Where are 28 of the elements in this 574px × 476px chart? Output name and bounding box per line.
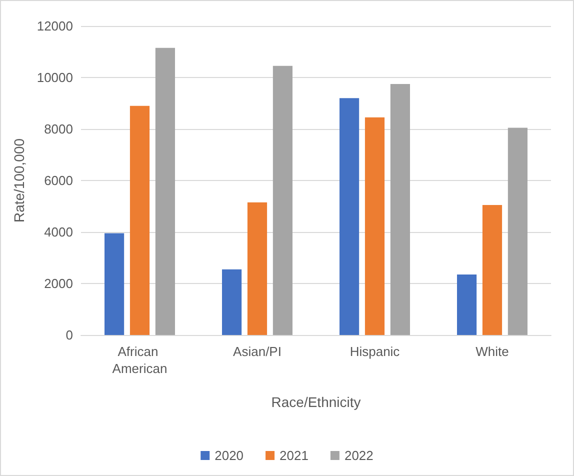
y-axis-title: Rate/100,000 xyxy=(10,138,27,223)
y-tick-label: 2000 xyxy=(44,276,73,291)
y-tick-label: 0 xyxy=(66,328,73,342)
y-tick-label: 6000 xyxy=(44,173,73,188)
y-tick-label: 4000 xyxy=(44,224,73,240)
bar xyxy=(482,204,502,335)
x-axis-title: Race/Ethnicity xyxy=(271,394,361,410)
bar xyxy=(104,233,124,335)
y-tick-label: 12000 xyxy=(36,18,73,34)
legend-label: 2020 xyxy=(214,448,244,463)
x-tick-label: Hispanic xyxy=(350,344,400,359)
legend-label: 2021 xyxy=(280,448,308,463)
bar xyxy=(247,202,268,335)
bar xyxy=(508,128,528,335)
bar xyxy=(340,98,360,335)
bar xyxy=(222,269,242,335)
x-tick-label: African American xyxy=(112,344,168,376)
bar xyxy=(272,66,292,335)
x-tick-label: White xyxy=(476,344,509,359)
bar xyxy=(457,274,477,335)
bar xyxy=(155,48,175,335)
bar xyxy=(390,84,410,335)
y-tick-label: 10000 xyxy=(36,70,73,85)
x-tick-label: Asian/PI xyxy=(233,344,282,359)
legend-label: 2022 xyxy=(344,448,374,463)
bar xyxy=(130,106,150,335)
y-tick-label: 8000 xyxy=(44,122,73,136)
bar xyxy=(364,117,385,335)
